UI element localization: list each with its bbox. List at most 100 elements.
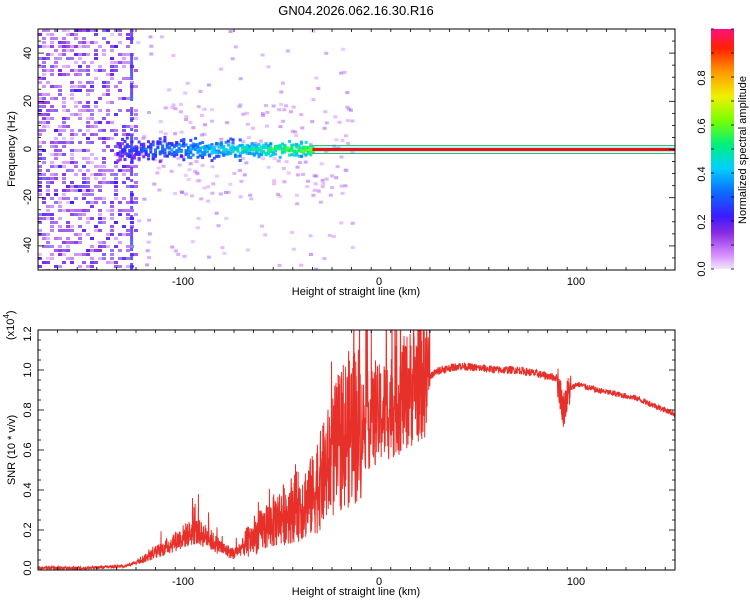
heatmap-cell [106, 237, 110, 240]
heatmap-cell [226, 143, 230, 147]
heatmap-cell [269, 154, 273, 158]
heatmap-cell [70, 69, 74, 72]
heatmap-cell [130, 227, 134, 230]
heatmap-cell [102, 81, 106, 84]
heatmap-cell [90, 245, 94, 248]
y-multiplier-base: (x10 [5, 319, 17, 340]
heatmap-cell [70, 129, 74, 132]
heatmap-cell [250, 148, 254, 152]
heatmap-cell [130, 209, 134, 212]
heatmap-cell [248, 152, 252, 155]
heatmap-cell [62, 197, 66, 200]
heatmap-cell [308, 142, 313, 146]
heatmap-cell [130, 179, 134, 182]
heatmap-cell [158, 137, 162, 141]
heatmap-cell [62, 193, 66, 196]
heatmap-cell [114, 145, 118, 148]
heatmap-cell [94, 177, 98, 180]
heatmap-cell [311, 29, 316, 33]
heatmap-cell [156, 146, 160, 150]
heatmap-cell [94, 57, 98, 60]
heatmap-cell [278, 155, 282, 159]
heatmap-cell [186, 178, 191, 181]
heatmap-cell [46, 261, 50, 264]
bottom-x-axis-label: Height of straight line (km) [292, 586, 420, 598]
heatmap-cell [276, 192, 281, 196]
heatmap-cell [70, 209, 74, 212]
heatmap-cell [134, 181, 138, 184]
heatmap-cell [182, 139, 186, 143]
heatmap-cell [38, 33, 42, 36]
heatmap-cell [238, 144, 242, 148]
heatmap-cell [130, 217, 134, 220]
heatmap-cell [82, 109, 86, 112]
heatmap-cell [134, 229, 138, 232]
heatmap-cell [38, 113, 42, 116]
heatmap-cell [245, 248, 250, 252]
heatmap-cell [219, 142, 223, 146]
heatmap-cell [299, 263, 304, 267]
heatmap-cell [281, 147, 284, 151]
heatmap-cell [196, 147, 200, 151]
heatmap-cell [130, 239, 134, 242]
heatmap-cell [54, 129, 58, 132]
heatmap-cell [130, 191, 134, 194]
heatmap-cell [261, 157, 266, 161]
heatmap-cell [266, 151, 270, 155]
heatmap-cell [122, 173, 126, 176]
heatmap-cell [74, 189, 78, 192]
heatmap-cell [102, 85, 106, 88]
heatmap-cell [122, 61, 126, 64]
bottom-y-axis-label: SNR (10 * v/v) [6, 415, 18, 485]
heatmap-cell [70, 261, 74, 264]
heatmap-cell [50, 153, 54, 156]
heatmap-cell [161, 149, 165, 152]
heatmap-cell [82, 229, 86, 232]
heatmap-cell [94, 225, 98, 228]
heatmap-cell [86, 217, 90, 220]
heatmap-cell [220, 246, 225, 250]
heatmap-cell [46, 45, 50, 48]
carrier-line [312, 148, 675, 151]
heatmap-cell [184, 192, 188, 196]
heatmap-cell [94, 229, 98, 232]
heatmap-cell [82, 261, 86, 264]
heatmap-cell [110, 65, 114, 68]
heatmap-cell [62, 253, 66, 256]
heatmap-cell [50, 257, 54, 260]
heatmap-cell [231, 144, 235, 148]
heatmap-cell [278, 144, 282, 147]
heatmap-cell [42, 149, 46, 152]
heatmap-cell [212, 149, 216, 153]
heatmap-cell [147, 145, 150, 149]
heatmap-cell [66, 125, 70, 128]
heatmap-cell [208, 154, 212, 158]
heatmap-cell [292, 143, 296, 147]
heatmap-cell [62, 37, 66, 40]
heatmap-cell [214, 211, 219, 215]
heatmap-cell [62, 229, 66, 232]
heatmap-cell [177, 149, 181, 153]
heatmap-cell [225, 121, 230, 125]
heatmap-cell [82, 193, 86, 196]
heatmap-cell [54, 29, 58, 32]
heatmap-cell [222, 153, 226, 157]
heatmap-cell [217, 145, 221, 149]
heatmap-cell [299, 113, 304, 117]
heatmap-cell [231, 146, 235, 150]
heatmap-cell [38, 81, 42, 84]
heatmap-cell [70, 45, 74, 48]
heatmap-cell [54, 37, 58, 40]
heatmap-cell [147, 218, 152, 222]
heatmap-cell [50, 117, 54, 120]
heatmap-cell [54, 249, 58, 252]
heatmap-cell [66, 117, 70, 120]
heatmap-cell [42, 157, 46, 160]
heatmap-cell [126, 177, 130, 180]
heatmap-cell [200, 133, 205, 137]
heatmap-cell [86, 201, 90, 204]
heatmap-cell [74, 101, 78, 104]
heatmap-cell [134, 109, 138, 112]
heatmap-cell [50, 213, 54, 216]
